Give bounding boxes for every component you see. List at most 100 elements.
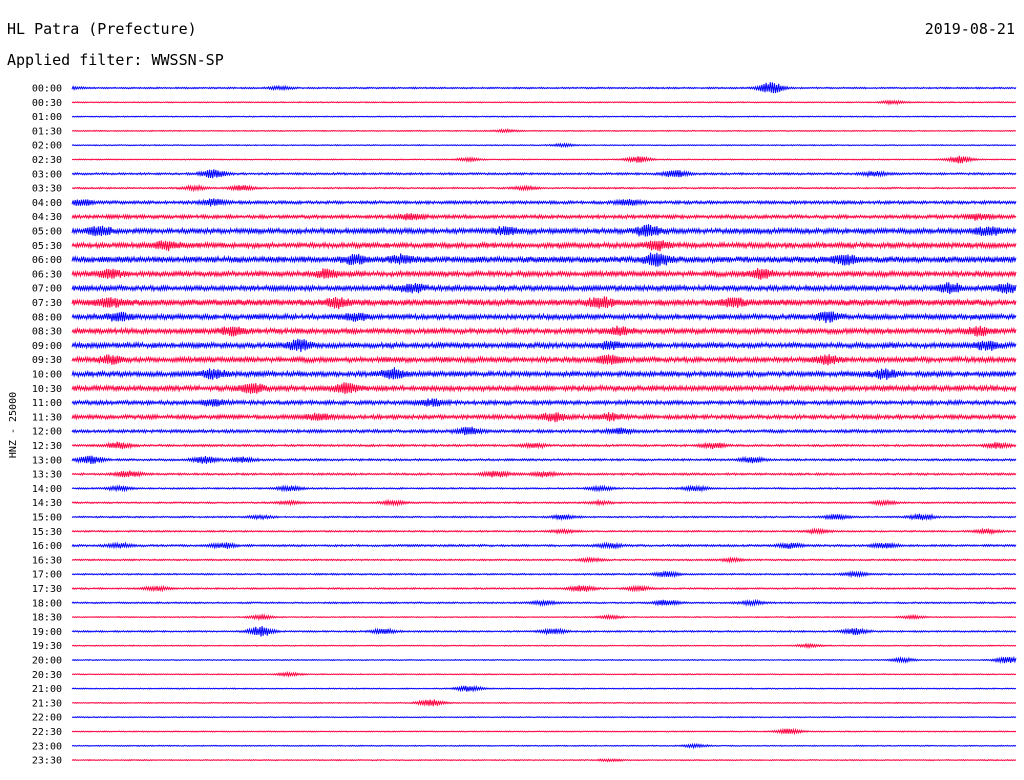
trace-line [71, 252, 1017, 267]
time-label: 10:00 [32, 370, 62, 381]
trace-line [71, 412, 1017, 423]
trace-line [71, 338, 1017, 353]
time-label: 22:00 [32, 713, 62, 724]
y-axis-label: HNZ - 25000 [8, 392, 19, 458]
trace-line [71, 671, 1017, 678]
trace-line [71, 470, 1017, 479]
time-label: 13:30 [32, 470, 62, 481]
trace-line [71, 382, 1017, 395]
trace-line [71, 484, 1017, 493]
time-label: 10:30 [32, 384, 62, 395]
trace-line [71, 367, 1017, 380]
tick-label-group: 00:00 00:30 01:00 01:30 02:00 02:30 03:00 03:30… [32, 84, 62, 767]
time-label: 04:30 [32, 212, 62, 223]
trace-line [71, 296, 1017, 310]
trace-line [71, 82, 1017, 94]
trace-line [71, 498, 1017, 507]
time-label: 00:30 [32, 98, 62, 109]
trace-line [71, 512, 1017, 522]
time-label: 19:00 [32, 627, 62, 638]
time-label: 12:00 [32, 427, 62, 438]
trace-line [71, 311, 1017, 324]
trace-line [71, 240, 1017, 252]
trace-line [71, 398, 1017, 407]
time-label: 04:00 [32, 198, 62, 209]
time-label: 17:00 [32, 570, 62, 581]
trace-line [71, 441, 1017, 450]
time-label: 20:00 [32, 656, 62, 667]
trace-line [71, 183, 1017, 193]
trace-line [71, 716, 1017, 719]
time-label: 18:00 [32, 598, 62, 609]
time-label: 06:30 [32, 269, 62, 280]
trace-line [71, 699, 1017, 707]
trace-line [71, 742, 1017, 750]
trace-line [71, 282, 1017, 295]
time-label: 11:30 [32, 412, 62, 423]
trace-line [71, 198, 1017, 207]
time-label: 08:00 [32, 312, 62, 323]
time-label: 02:00 [32, 141, 62, 152]
trace-line [71, 626, 1017, 637]
time-label: 01:00 [32, 112, 62, 123]
time-label: 07:00 [32, 284, 62, 295]
time-label: 00:00 [32, 84, 62, 95]
time-label: 05:30 [32, 241, 62, 252]
time-label: 13:00 [32, 455, 62, 466]
time-label: 09:00 [32, 341, 62, 352]
time-label: 17:30 [32, 584, 62, 595]
trace-line [71, 684, 1017, 693]
time-label: 16:00 [32, 541, 62, 552]
time-label: 15:30 [32, 527, 62, 538]
station-title: HL Patra (Prefecture) [7, 20, 197, 38]
time-label: 08:30 [32, 327, 62, 338]
time-label: 11:00 [32, 398, 62, 409]
time-label: 14:00 [32, 484, 62, 495]
trace-line [71, 155, 1017, 164]
time-label: 23:00 [32, 741, 62, 752]
trace-line [71, 584, 1017, 593]
time-label: 21:30 [32, 698, 62, 709]
trace-line [71, 758, 1017, 763]
filter-label: Applied filter: WWSSN-SP [7, 51, 224, 69]
trace-line [71, 598, 1017, 608]
trace-line [71, 325, 1017, 337]
trace-line [71, 128, 1017, 134]
trace-line [71, 212, 1017, 221]
time-label: 03:30 [32, 184, 62, 195]
trace-line [71, 354, 1017, 366]
time-label: 02:30 [32, 155, 62, 166]
trace-line [71, 224, 1017, 237]
date-label: 2019-08-21 [924, 20, 1015, 38]
time-label: 06:00 [32, 255, 62, 266]
time-label: 07:30 [32, 298, 62, 309]
time-label: 16:30 [32, 555, 62, 566]
trace-line [71, 556, 1017, 564]
time-label: 05:00 [32, 227, 62, 238]
time-label: 14:30 [32, 498, 62, 509]
time-label: 19:30 [32, 641, 62, 652]
trace-line [71, 169, 1017, 179]
time-label: 01:30 [32, 126, 62, 137]
time-label: 18:30 [32, 613, 62, 624]
time-label: 21:00 [32, 684, 62, 695]
time-label: 09:30 [32, 355, 62, 366]
trace-line [71, 99, 1017, 106]
trace-line [71, 642, 1017, 650]
time-label: 12:30 [32, 441, 62, 452]
trace-line [71, 655, 1017, 665]
time-label: 23:30 [32, 756, 62, 767]
trace-line [71, 727, 1017, 736]
trace-group [71, 82, 1017, 763]
trace-line [71, 541, 1017, 550]
trace-line [71, 613, 1017, 621]
trace-line [71, 142, 1017, 149]
time-label: 20:30 [32, 670, 62, 681]
trace-line [71, 426, 1017, 436]
trace-line [71, 527, 1017, 536]
trace-line [71, 268, 1017, 280]
trace-line [71, 455, 1017, 465]
trace-line [71, 115, 1017, 118]
time-label: 22:30 [32, 727, 62, 738]
